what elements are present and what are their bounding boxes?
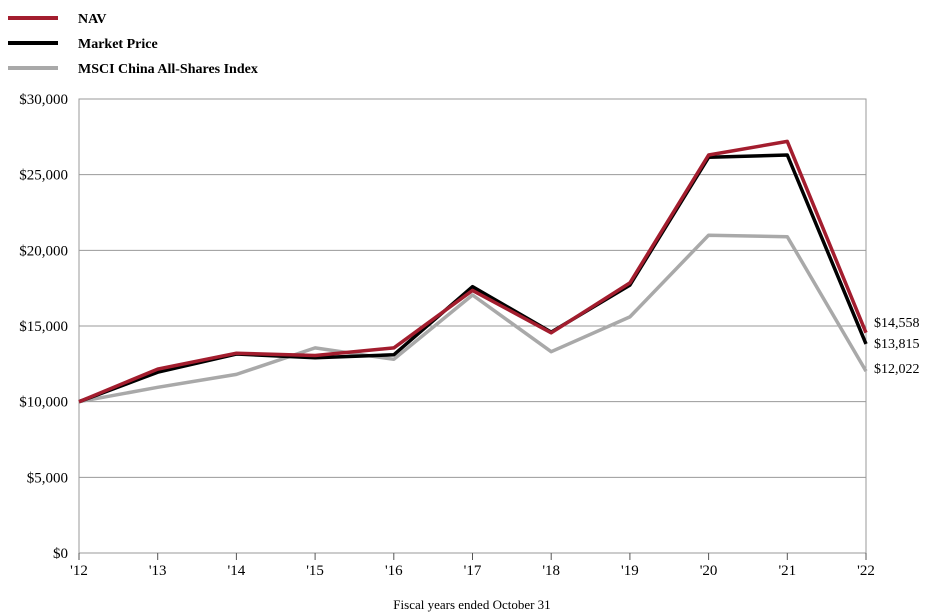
x-tick-label: '17 bbox=[464, 563, 482, 579]
y-tick-label: $30,000 bbox=[19, 92, 68, 108]
x-tick-label: '19 bbox=[621, 563, 639, 579]
x-tick-label: '22 bbox=[857, 563, 875, 579]
x-tick-label: '16 bbox=[385, 563, 403, 579]
end-value-label: $14,558 bbox=[874, 316, 920, 331]
x-tick-label: '14 bbox=[228, 563, 246, 579]
y-tick-label: $15,000 bbox=[19, 319, 68, 335]
x-tick-label: '18 bbox=[542, 563, 560, 579]
legend-label: MSCI China All-Shares Index bbox=[78, 62, 258, 77]
series-lines bbox=[78, 139, 868, 404]
x-axis-ticks: '12 '13 '14 '15 '16 '17 '18 '19 '20 '21 '22 bbox=[70, 553, 875, 579]
y-tick-label: $0 bbox=[53, 546, 68, 562]
x-tick-label: '20 bbox=[700, 563, 718, 579]
legend-label: NAV bbox=[78, 12, 107, 27]
y-tick-label: $20,000 bbox=[19, 243, 68, 259]
legend: NAV Market Price MSCI China All-Shares Ind… bbox=[8, 12, 258, 77]
end-value-label: $13,815 bbox=[874, 337, 920, 352]
end-value-label: $12,022 bbox=[874, 362, 920, 377]
series-line-0 bbox=[78, 139, 868, 404]
x-tick-label: '21 bbox=[778, 563, 796, 579]
x-tick-label: '12 bbox=[70, 563, 88, 579]
gridlines bbox=[79, 174, 866, 478]
legend-label: Market Price bbox=[78, 37, 158, 52]
x-axis-title: Fiscal years ended October 31 bbox=[393, 597, 550, 612]
series-line-1 bbox=[78, 153, 868, 404]
series-line-2 bbox=[78, 233, 868, 404]
y-tick-label: $5,000 bbox=[27, 470, 68, 486]
end-value-labels: $14,558 $13,815 $12,022 bbox=[874, 316, 920, 377]
y-tick-label: $10,000 bbox=[19, 395, 68, 411]
x-tick-label: '13 bbox=[149, 563, 167, 579]
y-axis-ticks: $0 $5,000 $10,000 $15,000 $20,000 $25,000 $30,… bbox=[19, 92, 68, 562]
x-tick-label: '15 bbox=[306, 563, 324, 579]
y-tick-label: $25,000 bbox=[19, 168, 68, 184]
